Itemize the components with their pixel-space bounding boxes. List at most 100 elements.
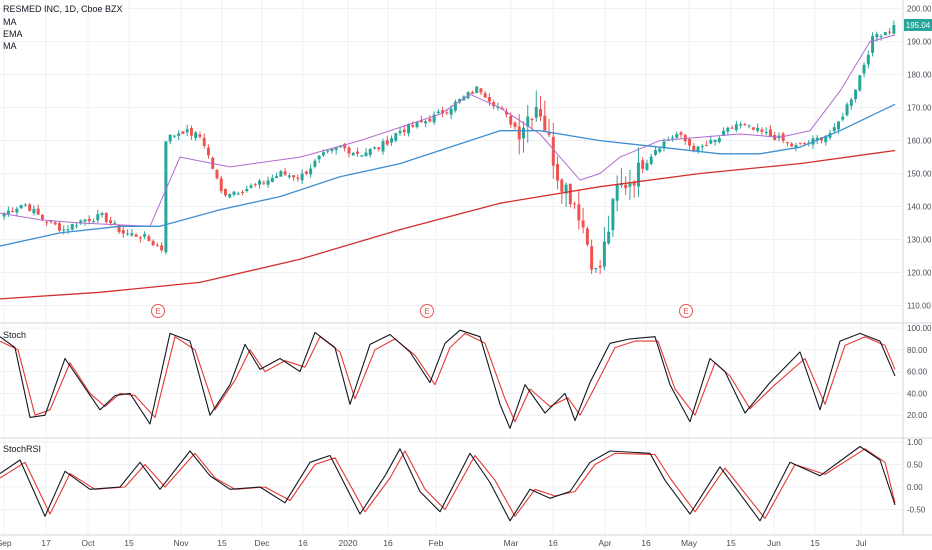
candle-body[interactable]	[49, 221, 53, 223]
candle-body[interactable]	[573, 203, 577, 205]
candle-body[interactable]	[219, 178, 223, 192]
candle-body[interactable]	[28, 204, 32, 212]
candle-body[interactable]	[296, 177, 300, 179]
earnings-marker[interactable]: E	[679, 304, 693, 318]
candle-body[interactable]	[436, 111, 440, 113]
candle-body[interactable]	[883, 32, 887, 36]
candle-body[interactable]	[581, 220, 585, 228]
candle-body[interactable]	[743, 124, 747, 126]
candle-body[interactable]	[479, 88, 483, 93]
candle-body[interactable]	[568, 183, 572, 205]
candle-body[interactable]	[794, 145, 798, 148]
candle-body[interactable]	[837, 121, 841, 130]
candle-body[interactable]	[411, 125, 415, 127]
candle-body[interactable]	[398, 130, 402, 134]
candle-body[interactable]	[649, 156, 653, 164]
candle-body[interactable]	[304, 171, 308, 174]
candle-body[interactable]	[756, 127, 760, 131]
stoch-k-line[interactable]	[0, 329, 896, 429]
candle-body[interactable]	[802, 143, 806, 145]
candle-body[interactable]	[611, 198, 615, 231]
stochrsi-panel[interactable]	[0, 445, 896, 522]
candle-body[interactable]	[875, 33, 879, 38]
stochrsi-k-line[interactable]	[0, 445, 896, 522]
candle-body[interactable]	[683, 134, 687, 142]
candle-body[interactable]	[688, 139, 692, 146]
candle-body[interactable]	[206, 147, 210, 156]
candle-body[interactable]	[381, 141, 385, 152]
candle-body[interactable]	[551, 136, 555, 166]
stoch-title[interactable]: Stoch	[3, 330, 26, 340]
candle-body[interactable]	[419, 120, 423, 123]
candle-body[interactable]	[121, 230, 125, 234]
candle-body[interactable]	[32, 208, 36, 214]
candle-body[interactable]	[556, 164, 560, 181]
candle-body[interactable]	[194, 132, 198, 139]
candle-body[interactable]	[760, 129, 764, 132]
candle-body[interactable]	[338, 146, 342, 148]
candle-body[interactable]	[888, 31, 892, 33]
candle-body[interactable]	[11, 211, 15, 213]
candle-body[interactable]	[713, 139, 717, 143]
candle-body[interactable]	[632, 181, 636, 186]
candle-body[interactable]	[445, 112, 449, 114]
candle-body[interactable]	[83, 219, 87, 222]
candle-body[interactable]	[636, 162, 640, 187]
candle-body[interactable]	[262, 182, 266, 184]
earnings-marker[interactable]: E	[151, 304, 165, 318]
earnings-marker[interactable]: E	[420, 304, 434, 318]
candle-body[interactable]	[773, 135, 777, 141]
stoch-d-line[interactable]	[0, 332, 896, 423]
candle-body[interactable]	[6, 210, 10, 215]
candle-body[interactable]	[415, 122, 419, 128]
candle-body[interactable]	[57, 223, 61, 231]
candle-body[interactable]	[722, 130, 726, 136]
candle-body[interactable]	[394, 133, 398, 141]
candle-body[interactable]	[483, 93, 487, 98]
candle-body[interactable]	[764, 131, 768, 133]
candle-body[interactable]	[143, 234, 147, 237]
candle-body[interactable]	[662, 141, 666, 148]
candle-body[interactable]	[671, 137, 674, 139]
candle-body[interactable]	[134, 234, 138, 237]
candle-body[interactable]	[564, 184, 568, 194]
candle-body[interactable]	[113, 222, 117, 224]
candle-body[interactable]	[87, 218, 91, 222]
candle-body[interactable]	[658, 148, 662, 152]
candle-body[interactable]	[330, 148, 334, 151]
candle-body[interactable]	[326, 150, 330, 152]
candle-body[interactable]	[198, 134, 202, 137]
candle-body[interactable]	[309, 168, 313, 175]
candle-body[interactable]	[168, 134, 172, 142]
candle-body[interactable]	[160, 245, 164, 251]
candle-body[interactable]	[717, 138, 721, 143]
indicator-label-ma-2[interactable]: MA	[3, 41, 17, 51]
candle-body[interactable]	[453, 101, 457, 111]
candle-body[interactable]	[739, 124, 743, 126]
candle-body[interactable]	[70, 223, 74, 230]
candle-body[interactable]	[373, 147, 376, 149]
candle-body[interactable]	[700, 146, 704, 148]
candle-body[interactable]	[628, 182, 632, 187]
candle-body[interactable]	[355, 151, 359, 154]
candle-body[interactable]	[798, 142, 802, 144]
candle-body[interactable]	[747, 125, 751, 127]
candle-body[interactable]	[534, 106, 538, 118]
candle-body[interactable]	[151, 240, 155, 246]
candle-body[interactable]	[730, 127, 734, 129]
candle-body[interactable]	[709, 140, 713, 144]
candle-body[interactable]	[130, 233, 134, 236]
candle-body[interactable]	[15, 208, 19, 213]
candle-body[interactable]	[138, 237, 142, 239]
candle-body[interactable]	[147, 236, 151, 241]
candle-body[interactable]	[385, 140, 389, 145]
candle-body[interactable]	[675, 133, 679, 138]
candle-body[interactable]	[245, 188, 249, 192]
candle-body[interactable]	[653, 150, 657, 155]
candle-body[interactable]	[249, 185, 253, 188]
candle-body[interactable]	[241, 191, 245, 193]
candle-body[interactable]	[641, 160, 645, 169]
candle-body[interactable]	[66, 229, 70, 231]
candle-body[interactable]	[866, 54, 870, 65]
